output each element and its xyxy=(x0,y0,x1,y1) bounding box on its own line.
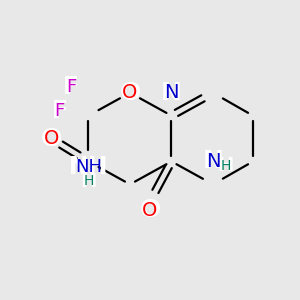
Text: O: O xyxy=(140,198,160,222)
Text: F: F xyxy=(52,99,68,123)
Text: O: O xyxy=(122,83,138,102)
Text: F: F xyxy=(63,75,80,99)
Text: O: O xyxy=(44,129,59,148)
Text: H: H xyxy=(220,159,231,173)
Text: NH: NH xyxy=(75,158,102,176)
Text: O: O xyxy=(142,201,158,220)
Text: H: H xyxy=(83,175,94,188)
Text: O: O xyxy=(119,81,141,105)
Text: N: N xyxy=(206,152,220,171)
Text: H: H xyxy=(218,156,234,175)
Text: NH: NH xyxy=(69,155,108,179)
Text: O: O xyxy=(41,127,62,151)
Text: N: N xyxy=(202,149,224,173)
Text: H: H xyxy=(80,172,97,191)
Text: N: N xyxy=(161,81,182,105)
Text: F: F xyxy=(55,102,65,120)
Text: N: N xyxy=(164,83,179,102)
Text: F: F xyxy=(66,78,76,96)
